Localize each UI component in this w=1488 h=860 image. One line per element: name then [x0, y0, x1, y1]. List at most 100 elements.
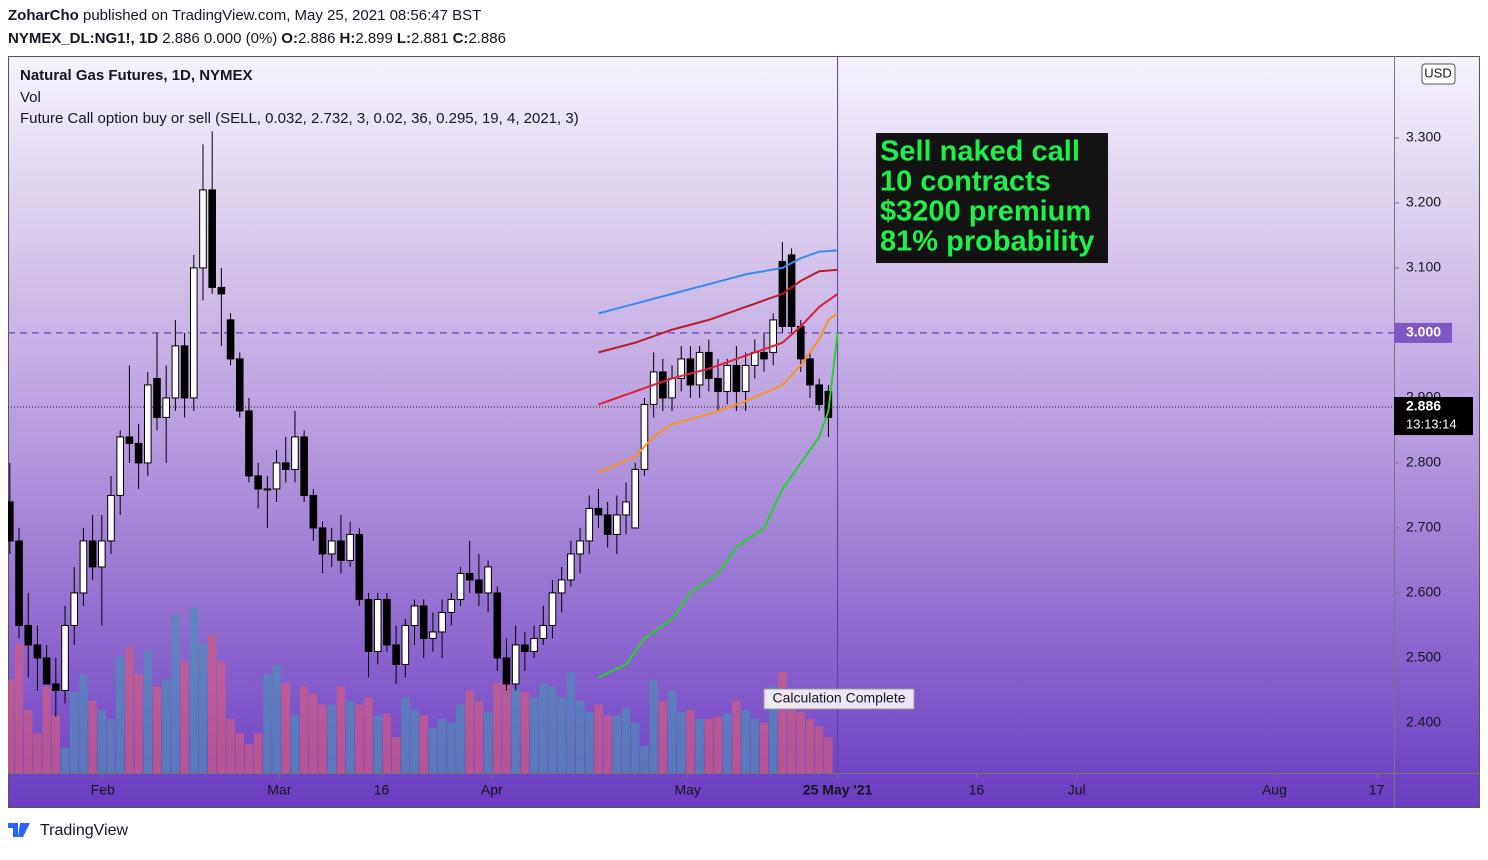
volume-bar: [447, 722, 456, 773]
volume-bar: [640, 746, 649, 773]
candle-body: [521, 644, 529, 652]
candle-body: [622, 501, 630, 516]
candle-body: [419, 605, 428, 639]
x-tick-label: Apr: [481, 782, 503, 798]
candle-body: [171, 345, 180, 399]
candle-body: [705, 351, 713, 379]
footer-logo: [8, 823, 30, 837]
candle-body: [52, 683, 60, 691]
candle-body: [8, 501, 14, 542]
volume-bar: [677, 711, 686, 773]
status-box: [763, 688, 915, 710]
volume-bar: [631, 722, 640, 773]
volume-bar: [686, 710, 695, 773]
candle-body: [530, 637, 538, 652]
annotation-box: [876, 133, 1108, 263]
ohlc-value: 2.886: [298, 30, 336, 47]
ohlc-key: H:: [340, 30, 356, 47]
candle-body: [465, 572, 474, 581]
plot: [8, 56, 1394, 773]
overlay: 3.3003.2003.1002.9002.8002.7002.6002.500…: [91, 129, 1473, 798]
volume-bar: [345, 701, 355, 773]
y-tick-label: 2.400: [1406, 714, 1441, 730]
volume-bar: [612, 715, 622, 773]
candle-body: [162, 397, 170, 418]
header-line: ZoharCho published on TradingView.com, M…: [8, 7, 481, 24]
price-line-label: 3.000: [1406, 324, 1441, 340]
x-tick-label: 25 May '21: [803, 782, 873, 798]
header-line: NYMEX_DL:NG1!, 1D 2.886 0.000 (0%) O:2.88…: [8, 30, 506, 47]
volume-bar: [539, 683, 548, 773]
candle-body: [327, 540, 336, 555]
candle-body: [410, 605, 419, 626]
candle-body: [567, 553, 575, 581]
candle-body: [760, 351, 768, 360]
volume-bar: [355, 704, 364, 773]
volume-bar: [14, 643, 24, 773]
candle-body: [548, 592, 557, 626]
volume-bar: [244, 744, 254, 773]
logo-dot: [20, 823, 26, 829]
ohlc-value: 2.899: [355, 30, 393, 47]
candle-body: [677, 358, 686, 379]
y-tick-label: 2.800: [1406, 454, 1441, 470]
volume-bar: [465, 690, 474, 773]
candle-body: [392, 644, 400, 665]
candle-body: [70, 592, 79, 626]
volume-bar: [106, 719, 116, 773]
candle-body: [88, 540, 97, 568]
candle-body: [116, 436, 125, 496]
volume-bar: [309, 693, 318, 773]
candle-body: [613, 514, 621, 535]
indicator-line: [598, 312, 839, 474]
candle-body: [539, 624, 548, 639]
volume-bar: [695, 719, 704, 773]
candle-body: [695, 351, 704, 386]
volume-bar: [318, 704, 327, 773]
candle-body: [751, 351, 759, 366]
volume-bar: [97, 710, 107, 773]
legend-title: Natural Gas Futures, 1D, NYMEX: [20, 67, 253, 84]
volume-bar: [511, 688, 520, 773]
candle-body: [263, 488, 272, 491]
candle-body: [364, 598, 373, 652]
volume-bar: [419, 715, 428, 773]
candle-body: [42, 657, 51, 685]
volume-bar: [235, 733, 244, 773]
volume-bar: [713, 717, 723, 773]
candle-body: [576, 540, 584, 555]
x-tick-label: Mar: [267, 782, 291, 798]
annotation-line: 81% probability: [880, 226, 1094, 258]
published: published on TradingView.com, May 25, 20…: [83, 7, 481, 24]
volume-bar: [474, 701, 484, 773]
candle-body: [659, 371, 667, 399]
volume-bar: [814, 726, 824, 773]
volume-bar: [658, 701, 668, 773]
candle-body: [318, 527, 327, 555]
candle-body: [796, 325, 805, 360]
volume-bar: [603, 715, 612, 773]
candle-body: [217, 286, 226, 295]
candle-body: [714, 377, 722, 392]
volume-bar: [456, 704, 465, 773]
currency-box[interactable]: [1421, 63, 1456, 85]
symbol: NYMEX_DL:NG1!, 1D: [8, 30, 158, 47]
volume-bar: [621, 708, 631, 773]
candle-body: [447, 598, 456, 613]
currency: USD: [1424, 65, 1451, 80]
candle-body: [475, 579, 483, 594]
author: ZoharCho: [8, 7, 79, 24]
candle-body: [649, 371, 658, 405]
volume-bar: [649, 679, 658, 773]
volume-bar: [33, 733, 42, 773]
candle-body: [107, 494, 115, 542]
candle-body: [806, 358, 814, 386]
volume-bar: [290, 715, 300, 773]
candle-body: [769, 319, 777, 353]
volume-bar: [226, 719, 235, 773]
candle-body: [61, 624, 69, 691]
candle-body: [245, 410, 253, 477]
volume-bar: [796, 711, 805, 773]
candle-body: [33, 644, 42, 659]
volume-bar: [787, 690, 796, 773]
